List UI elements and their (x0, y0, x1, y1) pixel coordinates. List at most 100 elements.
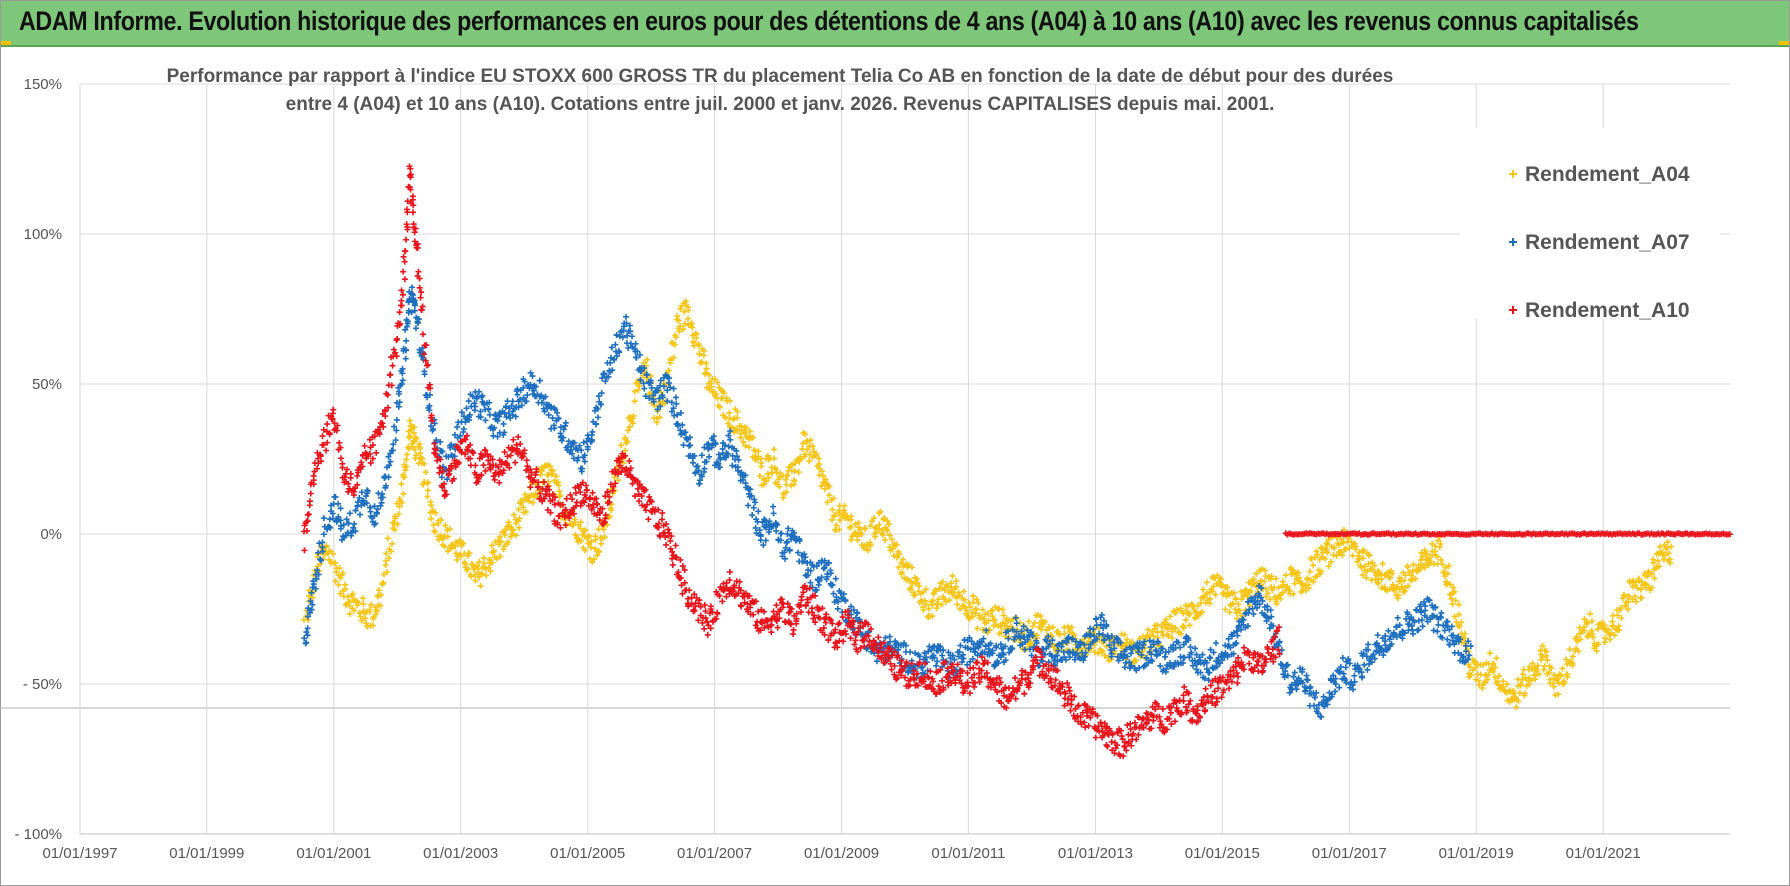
data-point (979, 606, 986, 613)
data-point (939, 677, 946, 684)
data-point (1231, 590, 1238, 597)
data-point (1290, 590, 1297, 597)
data-point (974, 659, 981, 666)
data-point (694, 463, 701, 470)
data-point (388, 382, 395, 389)
data-point (1520, 666, 1527, 673)
data-point (1043, 627, 1050, 634)
data-point (942, 598, 949, 605)
data-point (509, 398, 516, 405)
data-point (1091, 649, 1098, 656)
data-point (421, 460, 428, 467)
data-point (402, 247, 409, 254)
data-point (755, 448, 762, 455)
data-point (795, 469, 802, 476)
data-point (1125, 731, 1132, 738)
data-point (847, 523, 854, 530)
data-point (1169, 634, 1176, 641)
data-point (895, 564, 902, 571)
x-tick-label: 01/01/2009 (804, 845, 879, 862)
data-point (832, 575, 839, 582)
data-point (682, 320, 689, 327)
data-point (1541, 663, 1548, 670)
data-point (307, 490, 314, 497)
data-point (1328, 558, 1335, 565)
data-point (384, 535, 391, 542)
data-point (908, 564, 915, 571)
x-tick-label: 01/01/2007 (677, 845, 752, 862)
data-point (504, 398, 511, 405)
data-point (444, 533, 451, 540)
data-point (394, 335, 401, 342)
data-point (1182, 616, 1189, 623)
data-point (441, 543, 448, 550)
data-point (1037, 613, 1044, 620)
data-point (828, 516, 835, 523)
data-point (359, 595, 366, 602)
data-point (1430, 627, 1437, 634)
data-point (1434, 553, 1441, 560)
data-point (1275, 584, 1282, 591)
data-point (876, 521, 883, 528)
data-point (468, 561, 475, 568)
data-point (562, 419, 569, 426)
data-point (809, 454, 816, 461)
data-point (858, 531, 865, 538)
data-point (490, 432, 497, 439)
data-point (1031, 619, 1038, 626)
data-point (884, 527, 891, 534)
x-tick-label: 01/01/2021 (1566, 845, 1641, 862)
data-point (1197, 600, 1204, 607)
data-point (362, 615, 369, 622)
data-point (1486, 650, 1493, 657)
data-point (1650, 556, 1657, 563)
data-point (1250, 610, 1257, 617)
data-point (355, 599, 362, 606)
y-tick-label: 50% (32, 376, 62, 393)
data-point (622, 434, 629, 441)
data-point (984, 610, 991, 617)
data-point (517, 440, 524, 447)
data-point (743, 425, 750, 432)
data-point (961, 596, 968, 603)
data-point (1222, 606, 1229, 613)
data-point (756, 472, 763, 479)
data-point (656, 414, 663, 421)
data-point (496, 533, 503, 540)
data-point (1324, 541, 1331, 548)
data-point (1419, 553, 1426, 560)
data-point (400, 253, 407, 260)
data-point (836, 517, 843, 524)
data-point (335, 581, 342, 588)
data-point (1557, 673, 1564, 680)
data-point (332, 560, 339, 567)
data-point (342, 586, 349, 593)
data-point (344, 593, 351, 600)
data-point (1238, 588, 1245, 595)
data-point (572, 490, 579, 497)
data-point (742, 429, 749, 436)
data-point (1121, 631, 1128, 638)
data-point (442, 522, 449, 529)
data-point (537, 471, 544, 478)
data-point (636, 383, 643, 390)
data-point (1387, 574, 1394, 581)
data-point (1664, 539, 1671, 546)
data-point (687, 321, 694, 328)
data-point (590, 556, 597, 563)
y-tick-label: - 50% (23, 676, 62, 693)
data-point (679, 422, 686, 429)
data-point (1042, 618, 1049, 625)
data-point (412, 325, 419, 332)
data-point (720, 389, 727, 396)
data-point (556, 488, 563, 495)
data-point (398, 481, 405, 488)
data-point (830, 590, 837, 597)
data-point (1167, 613, 1174, 620)
data-point (961, 604, 968, 611)
data-point (1500, 678, 1507, 685)
y-tick-label: - 100% (14, 826, 62, 843)
y-tick-label: 150% (24, 76, 62, 93)
data-point (520, 504, 527, 511)
data-point (1369, 559, 1376, 566)
